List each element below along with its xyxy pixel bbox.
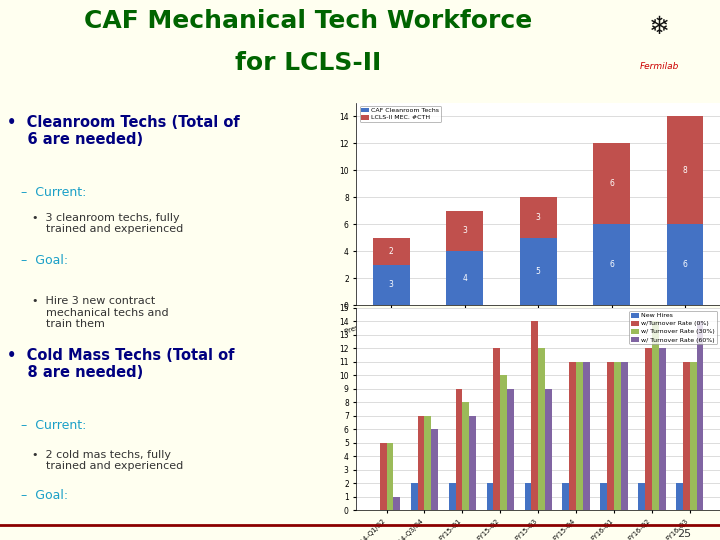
Text: •  3 cleanroom techs, fully
    trained and experienced: • 3 cleanroom techs, fully trained and e… [32,213,184,234]
Bar [446,251,483,305]
Bar [576,362,583,510]
Bar [614,362,621,510]
Bar [690,362,697,510]
Legend: CAF Cleanroom Techs, LCLS-II MEC. #CTH: CAF Cleanroom Techs, LCLS-II MEC. #CTH [359,106,441,122]
Bar [593,143,630,224]
Text: 4: 4 [462,274,467,282]
Bar [676,483,683,510]
Bar [425,416,431,510]
Bar [418,416,425,510]
Bar [570,362,576,510]
Bar [487,483,493,510]
Text: CAF Mechanical Tech Workforce: CAF Mechanical Tech Workforce [84,9,532,33]
Text: –  Goal:: – Goal: [22,254,68,267]
Bar [652,321,659,510]
Bar [583,362,590,510]
Bar [659,348,665,510]
Text: 6: 6 [683,260,688,269]
Bar [593,224,630,305]
Bar [667,224,703,305]
Text: –  Current:: – Current: [22,186,86,199]
Bar [683,362,690,510]
Text: 6: 6 [609,179,614,188]
Bar [449,483,456,510]
Bar [446,211,483,251]
Text: –  Goal:: – Goal: [22,489,68,502]
Text: •  2 cold mas techs, fully
    trained and experienced: • 2 cold mas techs, fully trained and ex… [32,450,184,471]
Bar [520,197,557,238]
Bar [393,497,400,510]
Text: 6: 6 [609,260,614,269]
Bar [621,362,628,510]
Bar [531,321,539,510]
Bar [379,443,387,510]
Text: for LCLS-II: for LCLS-II [235,51,381,75]
Bar [638,483,645,510]
Text: 5: 5 [536,267,541,276]
Text: ❄: ❄ [649,15,670,39]
Bar [373,238,410,265]
Bar [462,402,469,510]
Text: •  Cold Mass Techs (Total of
    8 are needed): • Cold Mass Techs (Total of 8 are needed… [7,348,235,380]
Bar [373,265,410,305]
Bar [539,348,545,510]
Bar [411,483,418,510]
Text: •  Cleanroom Techs (Total of
    6 are needed): • Cleanroom Techs (Total of 6 are needed… [7,115,240,147]
Bar [469,416,476,510]
Bar [493,348,500,510]
Bar [525,483,531,510]
Bar [431,429,438,510]
Text: 8: 8 [683,166,688,174]
Text: •  Hire 3 new contract
    mechanical techs and
    train them: • Hire 3 new contract mechanical techs a… [32,296,168,329]
Text: Fermilab: Fermilab [640,63,679,71]
Text: 2: 2 [389,247,394,255]
Legend: New Hires, w/Turnover Rate (0%), w/ Turnover Rate (30%), w/ Turnover Rate (60%): New Hires, w/Turnover Rate (0%), w/ Turn… [629,311,717,345]
Bar [500,375,507,510]
Bar [545,389,552,510]
Text: 3: 3 [536,213,541,222]
Bar [667,116,703,224]
Bar [697,321,703,510]
Bar [645,348,652,510]
Text: –  Current:: – Current: [22,418,86,431]
Bar [607,362,614,510]
Text: 3: 3 [462,226,467,235]
Bar [456,389,462,510]
Bar [600,483,607,510]
Bar [562,483,570,510]
Bar [507,389,514,510]
Text: 25: 25 [677,529,691,539]
Bar [520,238,557,305]
Text: 3: 3 [389,280,394,289]
Bar [387,443,393,510]
